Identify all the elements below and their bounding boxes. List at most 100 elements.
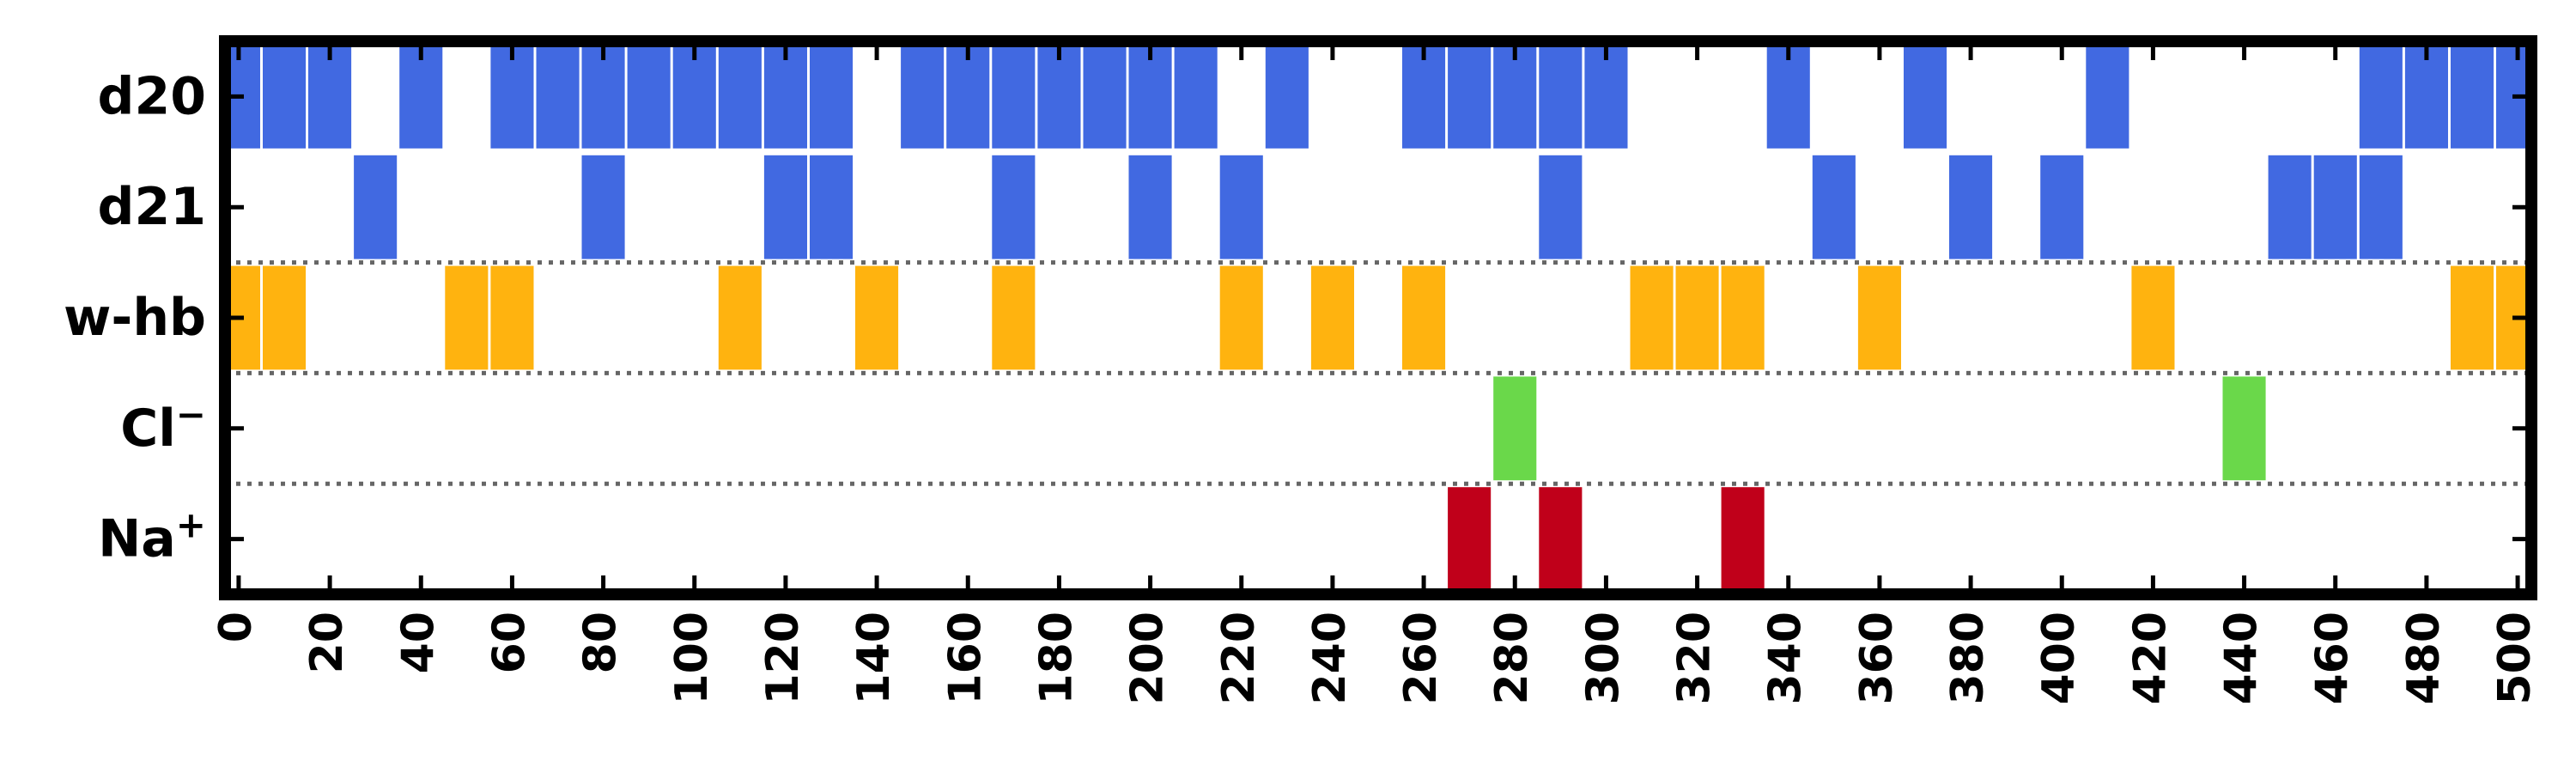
event-bar-d21-460 [2313,155,2357,259]
event-bar-w-hb-50 [445,265,489,370]
event-bar-d21-130 [810,155,854,259]
x-tick-label-380: 380 [1942,612,1994,705]
event-bar-w-hb-490 [2451,265,2494,370]
x-tick-label-500: 500 [2489,612,2541,705]
x-tick-label-20: 20 [301,612,353,673]
x-tick-label-260: 260 [1395,612,1447,705]
event-bar-w-hb-10 [263,265,307,370]
event-bar-d20-90 [627,45,671,149]
y-label-cl: Cl− [120,393,206,459]
event-bar-d20-120 [763,45,807,149]
x-tick-label-360: 360 [1851,612,1903,705]
event-bar-d20-200 [1128,45,1172,149]
event-bar-w-hb-330 [1721,265,1765,370]
event-bar-d20-180 [1037,45,1081,149]
x-tick-label-80: 80 [575,612,627,673]
event-bar-d20-150 [901,45,945,149]
event-bar-w-hb-310 [1630,265,1674,370]
event-bar-d20-60 [490,45,534,149]
event-bar-w-hb-60 [490,265,534,370]
y-label-d20: d20 [98,66,206,126]
event-bar-d20-210 [1174,45,1218,149]
event-bar-w-hb-110 [718,265,762,370]
y-label-w-hb: w-hb [64,288,206,348]
event-bar-d20-190 [1083,45,1127,149]
event-bar-d20-410 [2086,45,2129,149]
x-tick-label-480: 480 [2398,612,2450,705]
event-bar-na-330 [1721,487,1765,591]
event-bar-d20-280 [1493,45,1537,149]
event-bar-cl-280 [1493,376,1537,481]
event-bar-d20-170 [992,45,1036,149]
event-bar-d20-160 [946,45,990,149]
y-label-na: Na+ [98,504,206,569]
event-bar-d21-380 [1949,155,1993,259]
x-tick-label-460: 460 [2307,612,2359,705]
x-tick-label-220: 220 [1213,612,1265,705]
x-tick-label-40: 40 [392,612,444,673]
event-bar-d20-20 [308,45,352,149]
event-bar-d20-10 [263,45,307,149]
event-bar-w-hb-170 [992,265,1036,370]
event-bar-d21-400 [2040,155,2084,259]
event-bar-d20-470 [2359,45,2403,149]
event-bars [225,45,2531,591]
event-bar-d21-220 [1219,155,1263,259]
x-tick-label-400: 400 [2033,612,2085,705]
x-tick-label-0: 0 [210,612,262,642]
y-label-d21: d21 [98,177,206,237]
event-bar-d21-470 [2359,155,2403,259]
event-bar-w-hb-260 [1402,265,1446,370]
event-bar-w-hb-240 [1310,265,1354,370]
x-tick-label-440: 440 [2216,612,2268,705]
event-bar-na-270 [1448,487,1492,591]
event-bar-d20-130 [810,45,854,149]
x-tick-label-100: 100 [666,612,718,705]
event-bar-w-hb-140 [855,265,899,370]
event-bar-d21-450 [2268,155,2312,259]
event-bar-d20-100 [672,45,716,149]
x-tick-label-300: 300 [1577,612,1629,705]
event-bar-d20-260 [1402,45,1446,149]
y-axis-labels: d20 d21 w-hb Cl− Na+ [64,66,206,569]
x-tick-label-120: 120 [757,612,809,705]
x-tick-label-200: 200 [1122,612,1174,705]
event-bar-w-hb-360 [1857,265,1901,370]
event-bar-d20-480 [2404,45,2448,149]
event-bar-d21-170 [992,155,1036,259]
event-bar-d20-270 [1448,45,1492,149]
axis-ticks [225,41,2531,594]
x-tick-label-180: 180 [1030,612,1082,705]
event-bar-d21-30 [354,155,398,259]
event-bar-d20-230 [1265,45,1309,149]
event-bar-d21-80 [581,155,625,259]
event-bar-w-hb-420 [2131,265,2175,370]
event-bar-d21-290 [1539,155,1583,259]
event-bar-d20-70 [536,45,580,149]
event-bar-w-hb-220 [1219,265,1263,370]
event-bar-cl-440 [2222,376,2266,481]
x-tick-label-280: 280 [1486,612,1538,705]
event-bar-d21-120 [763,155,807,259]
x-tick-label-60: 60 [483,612,535,673]
x-tick-label-340: 340 [1760,612,1812,705]
event-bar-na-290 [1539,487,1583,591]
event-bar-d20-300 [1584,45,1628,149]
event-bar-d20-490 [2451,45,2494,149]
row-separators [225,260,2531,486]
event-bar-d20-110 [718,45,762,149]
x-tick-label-320: 320 [1669,612,1721,705]
event-bar-d21-350 [1812,155,1856,259]
x-tick-label-140: 140 [848,612,900,705]
event-bar-d20-290 [1539,45,1583,149]
x-tick-label-420: 420 [2124,612,2176,705]
x-tick-label-160: 160 [939,612,991,705]
event-bar-d20-80 [581,45,625,149]
event-bar-w-hb-320 [1675,265,1719,370]
event-bar-d21-200 [1128,155,1172,259]
x-axis-labels: 0 20 40 60 80 100 120 140 160 180 200 220 240 260 280 3… [210,612,2541,705]
event-bar-d20-40 [399,45,443,149]
x-tick-label-240: 240 [1304,612,1356,705]
event-bar-d20-340 [1766,45,1810,149]
